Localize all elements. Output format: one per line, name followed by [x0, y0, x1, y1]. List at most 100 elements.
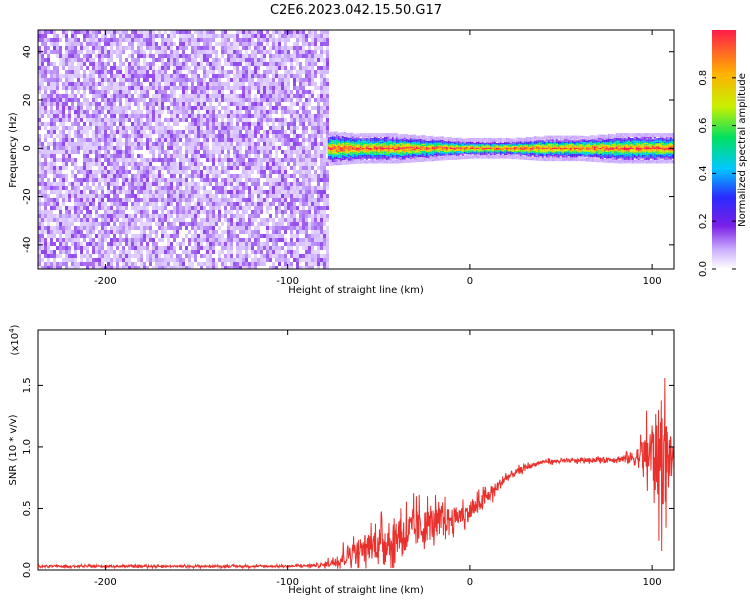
heatmap-cell [113, 66, 116, 70]
heatmap-cell [302, 42, 305, 46]
heatmap-cell [47, 226, 50, 230]
heatmap-cell [95, 174, 98, 178]
heatmap-cell [182, 98, 185, 102]
heatmap-cell [188, 202, 191, 206]
heatmap-cell [254, 130, 257, 134]
heatmap-cell [107, 50, 110, 54]
heatmap-cell [302, 106, 305, 110]
heatmap-cell [233, 238, 236, 242]
heatmap-cell [194, 70, 197, 74]
heatmap-cell [122, 162, 125, 166]
heatmap-cell [107, 30, 110, 34]
heatmap-cell [224, 266, 227, 269]
heatmap-cell [329, 135, 332, 137]
heatmap-cell [56, 114, 59, 118]
heatmap-cell [146, 166, 149, 170]
heatmap-cell [110, 170, 113, 174]
heatmap-cell [44, 90, 47, 94]
heatmap-cell [185, 150, 188, 154]
heatmap-cell [44, 230, 47, 234]
heatmap-cell [337, 161, 340, 163]
heatmap-cell [227, 126, 230, 130]
heatmap-cell [287, 150, 290, 154]
heatmap-cell [95, 134, 98, 138]
heatmap-cell [311, 90, 314, 94]
heatmap-cell [227, 250, 230, 254]
heatmap-cell [221, 66, 224, 70]
heatmap-cell [266, 86, 269, 90]
heatmap-cell [74, 202, 77, 206]
heatmap-cell [176, 98, 179, 102]
heatmap-cell [56, 82, 59, 86]
heatmap-cell [134, 130, 137, 134]
heatmap-cell [101, 190, 104, 194]
heatmap-cell [239, 202, 242, 206]
heatmap-cell [98, 258, 101, 262]
heatmap-cell [339, 140, 342, 143]
heatmap-cell [110, 250, 113, 254]
heatmap-cell [80, 262, 83, 266]
heatmap-cell [254, 234, 257, 238]
heatmap-cell [302, 102, 305, 106]
heatmap-cell [110, 210, 113, 214]
heatmap-cell [290, 190, 293, 194]
heatmap-cell [236, 266, 239, 269]
heatmap-cell [314, 138, 317, 142]
heatmap-cell [41, 250, 44, 254]
heatmap-cell [65, 42, 68, 46]
heatmap-cell [305, 62, 308, 66]
heatmap-cell [278, 62, 281, 66]
heatmap-cell [41, 54, 44, 58]
heatmap-cell [98, 42, 101, 46]
heatmap-cell [275, 214, 278, 218]
heatmap-cell [327, 135, 330, 137]
heatmap-cell [77, 226, 80, 230]
heatmap-cell [116, 238, 119, 242]
heatmap-cell [134, 122, 137, 126]
heatmap-cell [299, 226, 302, 230]
heatmap-cell [236, 186, 239, 190]
heatmap-cell [191, 146, 194, 150]
heatmap-cell [242, 74, 245, 78]
heatmap-cell [92, 202, 95, 206]
heatmap-cell [161, 126, 164, 130]
heatmap-cell [74, 266, 77, 269]
heatmap-cell [119, 258, 122, 262]
heatmap-cell [320, 234, 323, 238]
heatmap-cell [125, 114, 128, 118]
heatmap-cell [239, 130, 242, 134]
heatmap-cell [92, 102, 95, 106]
heatmap-cell [41, 42, 44, 46]
heatmap-cell [149, 74, 152, 78]
heatmap-cell [239, 246, 242, 250]
heatmap-cell [284, 130, 287, 134]
heatmap-cell [203, 74, 206, 78]
heatmap-cell [68, 238, 71, 242]
heatmap-cell [62, 230, 65, 234]
heatmap-cell [152, 258, 155, 262]
heatmap-cell [327, 138, 330, 140]
heatmap-cell [179, 138, 182, 142]
heatmap-cell [56, 150, 59, 154]
heatmap-cell [149, 30, 152, 34]
heatmap-cell [224, 126, 227, 130]
heatmap-cell [146, 194, 149, 198]
heatmap-cell [113, 122, 116, 126]
heatmap-cell [296, 250, 299, 254]
heatmap-cell [83, 246, 86, 250]
heatmap-cell [101, 82, 104, 86]
heatmap-cell [290, 70, 293, 74]
heatmap-cell [176, 70, 179, 74]
heatmap-cell [125, 222, 128, 226]
heatmap-cell [275, 74, 278, 78]
heatmap-cell [131, 166, 134, 170]
heatmap-cell [278, 122, 281, 126]
heatmap-cell [131, 134, 134, 138]
heatmap-cell [230, 126, 233, 130]
heatmap-cell [119, 186, 122, 190]
heatmap-cell [305, 254, 308, 258]
heatmap-cell [278, 258, 281, 262]
heatmap-cell [71, 186, 74, 190]
heatmap-cell [113, 114, 116, 118]
heatmap-cell [248, 162, 251, 166]
